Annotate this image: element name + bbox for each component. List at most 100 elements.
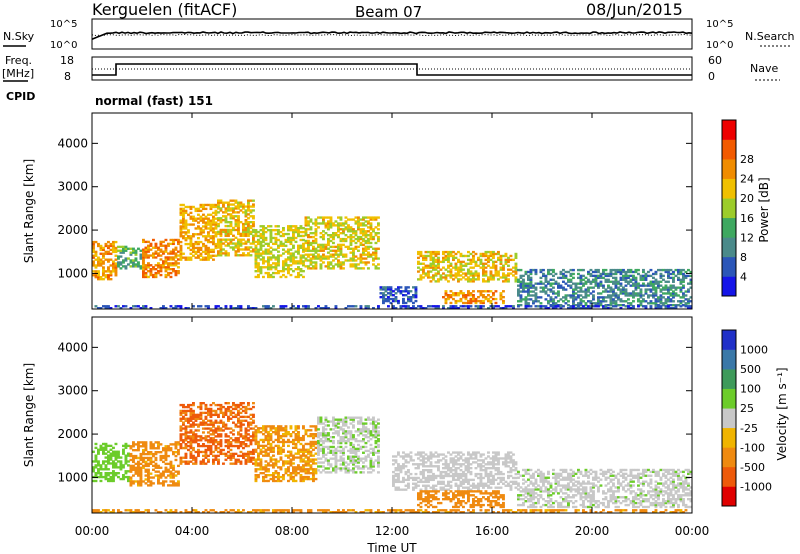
- power-cell: [599, 284, 603, 287]
- velocity-cell: [374, 436, 378, 439]
- power-cell: [562, 272, 565, 276]
- power-cell: [264, 250, 268, 253]
- power-cell: [409, 299, 413, 303]
- power-cell: [422, 256, 425, 260]
- power-cell: [442, 258, 445, 262]
- power-cell: [657, 305, 660, 308]
- velocity-cell: [102, 468, 105, 471]
- power-cell: [319, 263, 323, 266]
- power-cell: [467, 301, 470, 305]
- power-cell: [104, 250, 108, 254]
- power-cell: [274, 266, 278, 269]
- power-cell: [639, 292, 643, 295]
- power-cell: [297, 232, 300, 236]
- velocity-cell: [184, 460, 188, 463]
- power-cell: [204, 248, 208, 252]
- power-cell: [132, 259, 135, 262]
- velocity-cell: [294, 456, 298, 459]
- power-cell: [689, 286, 693, 289]
- power-cell: [532, 302, 535, 305]
- power-cell: [634, 280, 638, 283]
- power-cell: [172, 262, 175, 265]
- power-cell: [214, 203, 218, 207]
- power-cell: [179, 250, 183, 254]
- power-cell: [487, 278, 490, 281]
- power-cell: [644, 290, 648, 293]
- power-cell: [364, 247, 368, 250]
- velocity-cell: [299, 466, 303, 469]
- power-cell: [647, 282, 650, 285]
- power-cell: [514, 272, 518, 275]
- power-cell: [132, 251, 135, 254]
- power-cell: [234, 244, 238, 247]
- power-cell: [654, 292, 658, 295]
- velocity-cell: [192, 456, 195, 459]
- power-cell: [234, 199, 238, 202]
- velocity-cell: [367, 455, 370, 458]
- power-cell: [347, 305, 350, 308]
- velocity-cell: [132, 443, 135, 446]
- velocity-cell: [227, 402, 230, 405]
- velocity-cell: [312, 460, 315, 463]
- power-cell: [249, 242, 253, 245]
- power-cell: [319, 216, 323, 219]
- power-cell: [557, 282, 560, 285]
- power-cell: [324, 255, 328, 258]
- power-cell: [167, 252, 170, 255]
- power-cell: [454, 274, 458, 277]
- power-cell: [577, 276, 580, 280]
- velocity-cell: [237, 421, 240, 424]
- velocity-cell: [209, 448, 213, 452]
- power-cell: [354, 237, 358, 241]
- power-cell: [367, 253, 370, 256]
- velocity-cell: [184, 433, 188, 436]
- power-cell: [197, 240, 200, 244]
- velocity-cell: [244, 427, 248, 430]
- power-cell: [224, 305, 228, 308]
- power-cell: [312, 249, 315, 252]
- velocity-cell: [254, 436, 258, 440]
- power-cell: [602, 296, 605, 299]
- power-cell: [202, 225, 205, 228]
- power-cell: [179, 240, 183, 244]
- velocity-cell: [147, 456, 150, 460]
- power-cell: [177, 305, 180, 308]
- power-cell: [292, 258, 295, 261]
- power-cell: [599, 300, 603, 303]
- power-cell: [357, 245, 360, 249]
- power-cell: [364, 224, 368, 227]
- power-cell: [582, 274, 585, 278]
- power-cell: [327, 241, 330, 245]
- velocity-cell: [269, 474, 273, 477]
- power-cell: [364, 249, 368, 252]
- velocity-cell: [267, 448, 270, 451]
- velocity-cell: [239, 462, 243, 465]
- power-cell: [394, 299, 398, 303]
- power-cell: [257, 234, 260, 238]
- velocity-cell: [179, 437, 183, 440]
- power-cell: [544, 284, 548, 287]
- power-cell: [382, 286, 385, 289]
- power-cell: [302, 256, 305, 259]
- power-cell: [227, 224, 230, 228]
- velocity-cell: [244, 419, 248, 422]
- power-cell: [309, 220, 313, 223]
- power-cell: [224, 224, 228, 228]
- power-cell: [242, 207, 245, 210]
- power-cell: [684, 276, 688, 280]
- velocity-cell: [129, 482, 133, 485]
- power-cell: [557, 290, 560, 293]
- velocity-cell: [352, 434, 355, 437]
- power-cell: [482, 252, 485, 256]
- velocity-cell: [317, 461, 320, 464]
- power-cell: [474, 260, 478, 264]
- power-cell: [632, 270, 635, 274]
- power-cell: [569, 278, 573, 281]
- power-cell: [122, 265, 125, 268]
- velocity-cell: [134, 470, 138, 473]
- power-cell: [289, 254, 293, 257]
- velocity-cell: [407, 461, 410, 464]
- power-cell: [512, 307, 515, 310]
- power-cell: [377, 307, 380, 310]
- velocity-cell: [94, 454, 98, 457]
